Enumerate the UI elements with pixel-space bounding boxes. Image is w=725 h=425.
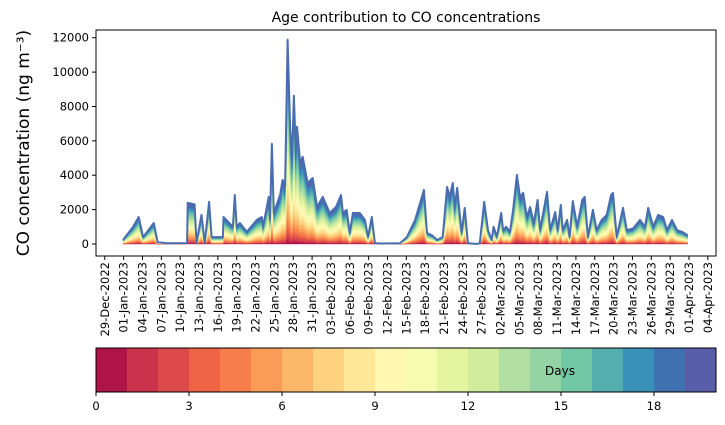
y-axis-label: CO concentration (ng m⁻³) <box>14 30 34 256</box>
x-tick-label: 07-Jan-2023 <box>154 262 168 333</box>
y-tick-label: 0 <box>82 237 89 251</box>
colorbar-swatch-8 <box>344 348 376 392</box>
x-tick-label: 26-Mar-2023 <box>644 262 658 335</box>
y-tick-label: 4000 <box>60 168 89 182</box>
x-tick-label: 11-Mar-2023 <box>550 262 564 335</box>
colorbar-swatch-13 <box>499 348 531 392</box>
colorbar-swatch-10 <box>406 348 438 392</box>
x-tick-label: 04-Jan-2023 <box>136 262 150 333</box>
colorbar-label: Days <box>545 364 575 378</box>
colorbar-swatch-18 <box>654 348 686 392</box>
y-axis: 0 2000 4000 6000 8000 10000 12000 <box>52 31 96 251</box>
colorbar-swatch-4 <box>220 348 252 392</box>
x-tick-label: 16-Jan-2023 <box>211 262 225 333</box>
x-tick-label: 02-Mar-2023 <box>494 262 508 335</box>
colorbar-tick-label: 12 <box>461 399 476 413</box>
x-tick-label: 24-Feb-2023 <box>456 262 470 335</box>
x-tick-label: 28-Jan-2023 <box>286 262 300 333</box>
x-tick-label: 10-Jan-2023 <box>173 262 187 333</box>
x-tick-label: 01-Apr-2023 <box>682 262 696 333</box>
colorbar-tick-label: 6 <box>278 399 285 413</box>
x-tick-label: 12-Feb-2023 <box>381 262 395 335</box>
colorbar-swatch-16 <box>592 348 624 392</box>
colorbar-swatch-6 <box>282 348 314 392</box>
x-tick-label: 20-Mar-2023 <box>607 262 621 335</box>
x-tick-label: 13-Jan-2023 <box>192 262 206 333</box>
x-tick-label: 25-Jan-2023 <box>267 262 281 333</box>
x-tick-label: 09-Feb-2023 <box>362 262 376 335</box>
colorbar-swatch-3 <box>189 348 221 392</box>
x-tick-label: 06-Feb-2023 <box>343 262 357 335</box>
x-tick-label: 03-Feb-2023 <box>324 262 338 335</box>
colorbar-swatch-15 <box>561 348 593 392</box>
x-tick-label: 17-Mar-2023 <box>588 262 602 335</box>
colorbar-tick-label: 9 <box>371 399 378 413</box>
x-tick-label: 31-Jan-2023 <box>305 262 319 333</box>
colorbar-swatch-5 <box>251 348 283 392</box>
y-tick-label: 12000 <box>52 31 89 45</box>
colorbar-tick-label: 15 <box>554 399 569 413</box>
x-tick-label: 23-Mar-2023 <box>626 262 640 335</box>
y-tick-label: 6000 <box>60 134 89 148</box>
x-tick-label: 14-Mar-2023 <box>569 262 583 335</box>
colorbar-swatch-14 <box>530 348 562 392</box>
x-tick-label: 22-Jan-2023 <box>249 262 263 333</box>
colorbar-swatch-12 <box>468 348 500 392</box>
colorbar-swatch-9 <box>375 348 407 392</box>
x-tick-label: 27-Feb-2023 <box>475 262 489 335</box>
x-tick-label: 15-Feb-2023 <box>399 262 413 335</box>
colorbar-swatch-11 <box>437 348 469 392</box>
x-tick-label: 18-Feb-2023 <box>418 262 432 335</box>
x-axis: 29-Dec-2022 01-Jan-2023 04-Jan-2023 07-Jan-… <box>98 256 715 336</box>
colorbar-tick-label: 0 <box>92 399 99 413</box>
y-tick-label: 10000 <box>52 65 89 79</box>
colorbar-swatch-17 <box>623 348 655 392</box>
x-tick-label: 29-Dec-2022 <box>98 262 112 336</box>
colorbar-swatch-1 <box>127 348 159 392</box>
y-tick-label: 2000 <box>60 203 89 217</box>
stacked-area-layers <box>122 38 689 245</box>
y-tick-label: 8000 <box>60 99 89 113</box>
x-tick-label: 05-Mar-2023 <box>512 262 526 335</box>
colorbar-tick-label: 3 <box>185 399 192 413</box>
colorbar-frame <box>95 347 717 393</box>
plot-frame <box>95 29 717 257</box>
x-tick-label: 29-Mar-2023 <box>663 262 677 335</box>
colorbar-swatch-7 <box>313 348 345 392</box>
colorbar-swatch-19 <box>685 348 717 392</box>
colorbar: 0 3 6 9 12 15 18 <box>92 347 717 413</box>
colorbar-tick-label: 18 <box>647 399 662 413</box>
chart-title: Age contribution to CO concentrations <box>272 10 541 26</box>
colorbar-swatch-2 <box>158 348 190 392</box>
x-tick-label: 01-Jan-2023 <box>117 262 131 333</box>
x-tick-label: 08-Mar-2023 <box>531 262 545 335</box>
x-tick-label: 21-Feb-2023 <box>437 262 451 335</box>
x-tick-label: 04-Apr-2023 <box>701 262 715 333</box>
x-tick-label: 19-Jan-2023 <box>230 262 244 333</box>
total-concentration-line <box>122 38 689 245</box>
colorbar-swatch-0 <box>96 348 128 392</box>
